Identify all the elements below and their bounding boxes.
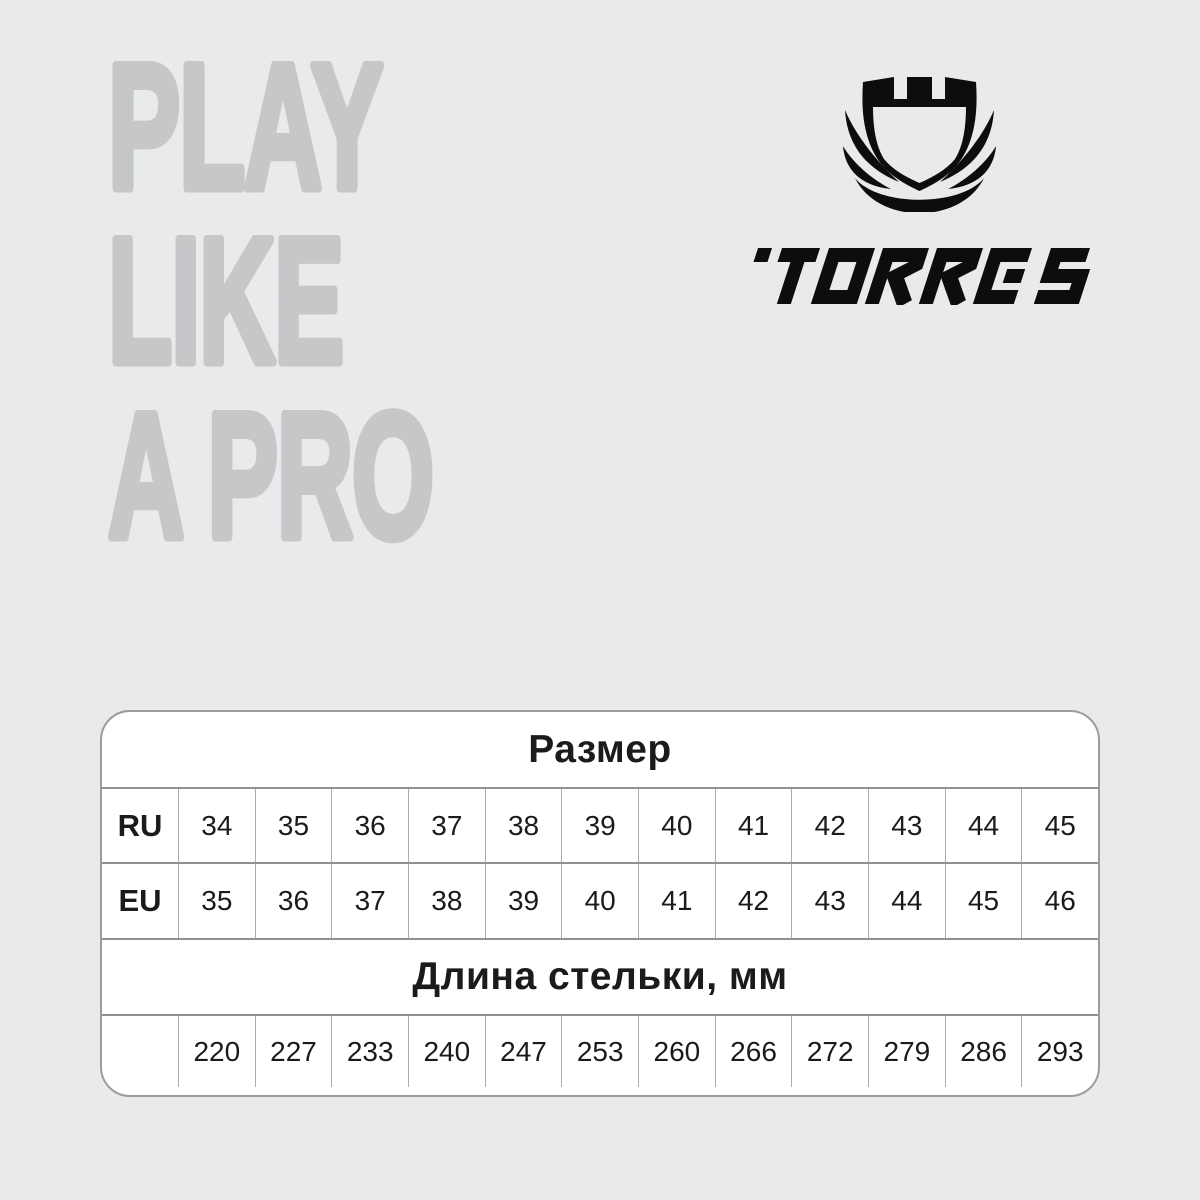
size-cell: 40 [561, 864, 638, 938]
row-label: EU [118, 883, 162, 918]
size-cell: 39 [484, 864, 562, 938]
size-cell: 42 [714, 864, 792, 938]
table-row-insole: 220 227 233 240 247 253 260 266 272 279 … [102, 1014, 1098, 1087]
row-label-empty [102, 1016, 178, 1087]
size-cell: 43 [791, 864, 868, 938]
insole-cell: 279 [868, 1016, 945, 1087]
size-cell: 36 [254, 864, 332, 938]
insole-cell: 266 [714, 1016, 792, 1087]
size-cell: 43 [868, 789, 945, 862]
insole-cell: 240 [408, 1016, 485, 1087]
size-cell: 40 [638, 789, 715, 862]
table-header-size: Размер [528, 727, 672, 771]
size-cell: 39 [561, 789, 638, 862]
tagline-line-2: LIKE [108, 201, 343, 400]
insole-cell: 220 [178, 1016, 255, 1087]
insole-cell: 293 [1021, 1016, 1098, 1087]
size-cell: 35 [178, 864, 255, 938]
size-cell: 35 [254, 789, 332, 862]
insole-cell: 247 [484, 1016, 562, 1087]
emblem-left-wing [843, 110, 899, 189]
table-header-insole-row: Длина стельки, мм [102, 938, 1098, 1014]
tagline-line-3: A PRO [108, 376, 433, 575]
table-header-insole: Длина стельки, мм [412, 955, 788, 998]
emblem-right-wing [940, 110, 996, 189]
table-header-size-row: Размер [102, 712, 1098, 787]
size-cell: 44 [868, 864, 945, 938]
tagline-line-1: PLAY [108, 27, 382, 226]
insole-cell: 233 [331, 1016, 408, 1087]
torres-wordmark [753, 248, 1091, 305]
size-cell: 41 [638, 864, 715, 938]
table-row-eu: EU 35 36 37 38 39 40 41 42 43 44 45 46 [102, 862, 1098, 938]
size-cell: 38 [484, 789, 562, 862]
size-cell: 44 [944, 789, 1022, 862]
size-cell: 36 [331, 789, 408, 862]
size-cell: 46 [1021, 864, 1098, 938]
torres-emblem-icon [843, 77, 996, 212]
size-cell: 42 [791, 789, 868, 862]
insole-cell: 286 [944, 1016, 1022, 1087]
insole-cell: 253 [561, 1016, 638, 1087]
size-cell: 37 [408, 789, 485, 862]
size-cell: 41 [714, 789, 792, 862]
insole-cell: 227 [254, 1016, 332, 1087]
size-cell: 45 [944, 864, 1022, 938]
insole-cell: 272 [791, 1016, 868, 1087]
table-row-ru: RU 34 35 36 37 38 39 40 41 42 43 44 45 [102, 787, 1098, 862]
size-cell: 37 [331, 864, 408, 938]
size-cell: 45 [1021, 789, 1098, 862]
row-label: RU [117, 807, 163, 843]
size-cell: 34 [178, 789, 255, 862]
size-cell: 38 [408, 864, 485, 938]
tagline: PLAY LIKE A PRO [104, 23, 440, 580]
size-table: Размер RU 34 35 36 37 38 39 40 41 42 43 … [100, 710, 1100, 1097]
insole-cell: 260 [638, 1016, 715, 1087]
